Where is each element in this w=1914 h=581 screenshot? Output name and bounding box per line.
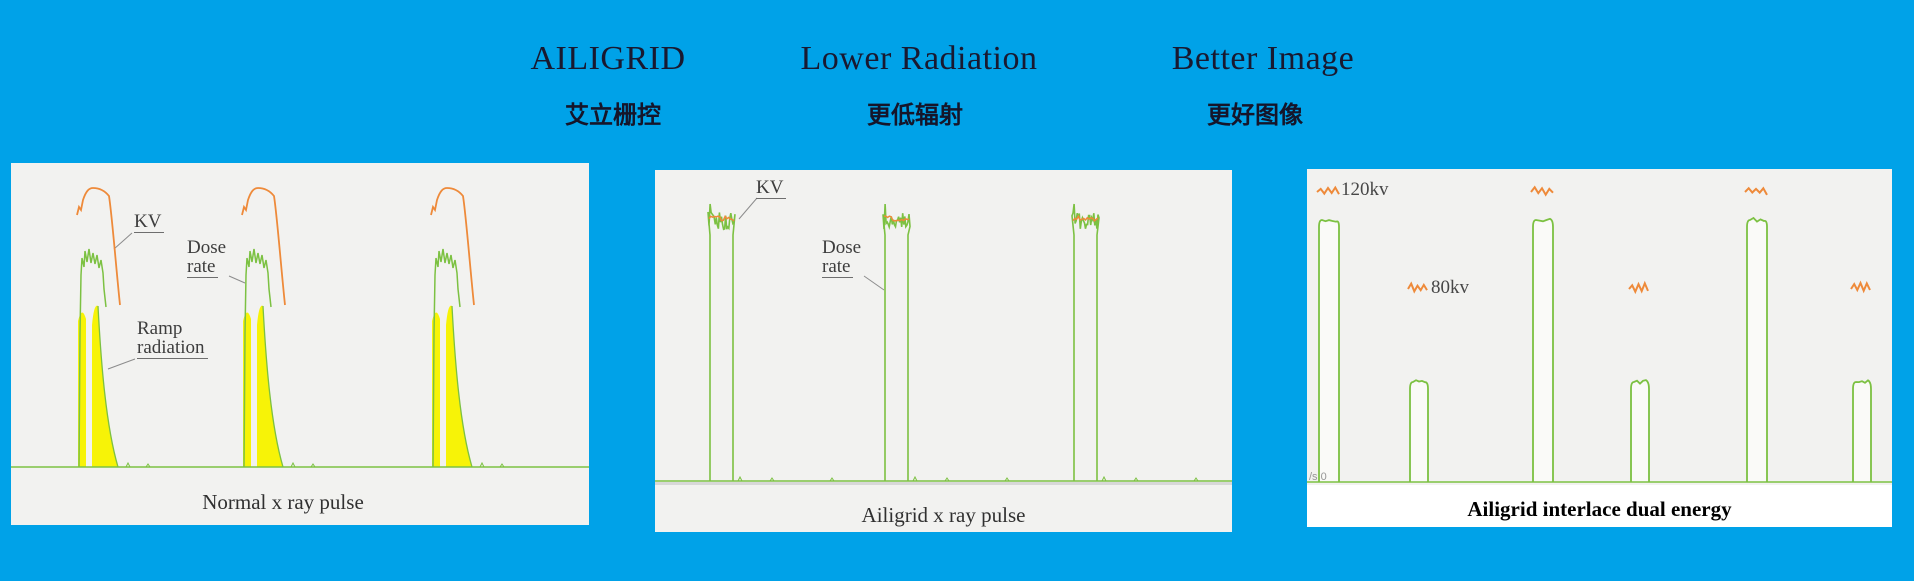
dose-label-line1: Dose [822, 237, 862, 258]
label-120kv: 120kv [1341, 179, 1389, 200]
baseline-divider [655, 482, 1232, 485]
dose-label-line2: rate [822, 257, 854, 278]
panel-normal-xray-pulse: KV Dose rate Ramp radiation Normal x ray… [11, 163, 589, 525]
ramp-radiation-leader-line [107, 358, 136, 370]
panel-interlace-dual-energy: 120kv 80kv /s 0 Ailigrid interlace dual … [1307, 169, 1892, 527]
ramp-label-line1: Ramp [137, 318, 183, 339]
subtitle-lower-radiation-zh: 更低辐射 [867, 102, 963, 129]
dose-label-line2: rate [187, 257, 219, 278]
dose-rate-leader-line [863, 275, 885, 291]
subtitle-better-image-zh: 更好图像 [1207, 102, 1303, 129]
kv-label-text: KV [134, 212, 165, 233]
title-better-image: Better Image [1171, 40, 1355, 77]
ailigrid-pulse-waveform [655, 197, 1232, 482]
kv-leader-line [113, 232, 133, 250]
dose-rate-leader-line [228, 275, 246, 284]
kv-label: KV [756, 178, 787, 199]
panel-ailigrid-xray-pulse: KV Dose rate Ailigrid x ray pulse [655, 170, 1232, 532]
caption-normal-xray-pulse: Normal x ray pulse [202, 490, 364, 514]
kv-leader-line [738, 197, 758, 220]
caption-ailigrid-xray-pulse: Ailigrid x ray pulse [861, 503, 1026, 527]
dose-label-line1: Dose [187, 237, 227, 258]
ramp-label-line2: radiation [137, 338, 208, 359]
title-lower-radiation: Lower Radiation [800, 40, 1038, 77]
dose-rate-label: Dose rate [187, 238, 226, 278]
label-80kv: 80kv [1431, 277, 1469, 298]
kv-label-text: KV [756, 178, 787, 199]
kv-label: KV [134, 212, 165, 233]
title-ailigrid: AILIGRID [530, 40, 686, 77]
caption-interlace-dual-energy: Ailigrid interlace dual energy [1467, 497, 1732, 521]
normal-pulse-waveform [11, 187, 589, 468]
subtitle-ailigrid-zh: 艾立栅控 [565, 102, 661, 129]
dual-energy-waveform [1307, 185, 1892, 483]
dose-rate-label: Dose rate [822, 238, 861, 278]
caption-strip [1307, 485, 1892, 527]
ramp-radiation-label: Ramp radiation [137, 319, 208, 359]
axis-origin-text: /s 0 [1309, 471, 1327, 483]
